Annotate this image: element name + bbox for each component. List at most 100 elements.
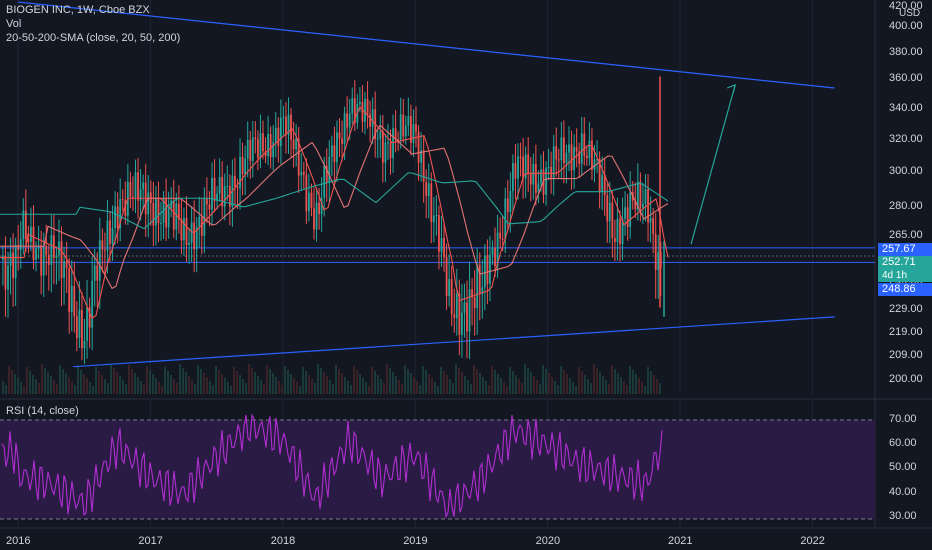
candle-body — [73, 286, 76, 317]
candle-body — [611, 202, 614, 239]
volume-bar — [137, 377, 139, 394]
volume-bar — [335, 365, 337, 394]
candle-body — [325, 165, 328, 183]
candle-body — [264, 151, 267, 157]
candle-body — [348, 113, 351, 128]
volume-bar — [620, 377, 622, 394]
candle-body — [4, 255, 7, 290]
candle-body — [160, 222, 162, 224]
volume-bar — [83, 374, 85, 394]
candle-body — [119, 199, 122, 229]
candle-body — [195, 226, 198, 250]
candle-body — [588, 140, 591, 159]
candle-body — [473, 297, 476, 309]
candle-body — [287, 114, 290, 135]
volume-bar — [587, 379, 589, 394]
candle-body — [364, 98, 366, 122]
volume-bar — [548, 373, 550, 394]
candle-body — [68, 268, 71, 313]
candle-body — [45, 245, 48, 255]
candle-body — [634, 200, 637, 210]
volume-bar — [443, 371, 445, 394]
candle-body — [142, 182, 145, 190]
candle-body — [63, 260, 65, 279]
candle-body — [83, 340, 86, 349]
candle-body — [228, 185, 231, 207]
volume-bar — [476, 369, 478, 394]
candle-body — [114, 206, 116, 229]
sma-legend: 20-50-200-SMA (close, 20, 50, 200) — [6, 32, 181, 44]
volume-bar — [266, 365, 268, 394]
candle-body — [216, 193, 218, 201]
volume-bar — [224, 378, 226, 394]
volume-bar — [119, 376, 121, 394]
volume-bar — [371, 367, 373, 394]
volume-bar — [161, 386, 163, 394]
volume-bar — [80, 370, 82, 394]
candle-body — [282, 116, 285, 118]
candle-body — [96, 265, 99, 281]
candle-body — [14, 245, 17, 279]
volume-bar — [560, 366, 562, 394]
volume-bar — [29, 371, 31, 394]
volume-bar — [542, 365, 544, 394]
candle-body — [466, 302, 468, 332]
candle-body — [435, 215, 438, 217]
volume-bar — [599, 372, 601, 394]
candle-body — [213, 177, 216, 201]
projection-arrow — [690, 84, 736, 245]
volume-bar — [329, 380, 331, 394]
candle-body — [369, 114, 371, 127]
price-tick-label: 300.00 — [889, 165, 923, 177]
volume-bar — [158, 382, 160, 394]
candle-body — [529, 173, 532, 185]
candle-body — [506, 198, 509, 212]
candle-body — [384, 142, 387, 163]
volume-bar — [221, 374, 223, 394]
candle-body — [647, 188, 649, 223]
volume-bar — [308, 375, 310, 394]
candle-body — [557, 159, 560, 161]
volume-bar — [59, 365, 61, 394]
volume-bar — [5, 385, 7, 394]
candle-body — [361, 101, 364, 122]
candle-body — [272, 142, 275, 158]
candle-body — [211, 177, 213, 210]
candle-body — [177, 203, 180, 220]
volume-bar — [593, 364, 595, 394]
candle-body — [596, 158, 598, 160]
candle-body — [583, 133, 586, 156]
volume-bar — [116, 372, 118, 394]
candle-body — [527, 154, 530, 174]
volume-bar — [275, 377, 277, 394]
volume-bar — [182, 368, 184, 394]
volume-bar — [167, 371, 169, 394]
volume-bar — [425, 370, 427, 394]
candle-body — [636, 181, 639, 210]
candle-body — [254, 137, 257, 140]
candle-body — [300, 171, 303, 176]
volume-bar — [632, 370, 634, 394]
rsi-legend: RSI (14, close) — [6, 405, 79, 417]
candle-body — [461, 312, 463, 335]
candle-body — [448, 279, 451, 297]
candle-body — [555, 146, 558, 160]
candle-body — [193, 222, 196, 250]
candle-body — [402, 114, 405, 137]
candle-body — [547, 166, 550, 168]
volume-bar — [326, 376, 328, 394]
candle-body — [501, 238, 504, 240]
volume-bar — [272, 373, 274, 394]
candle-body — [407, 115, 410, 126]
candle-body — [481, 287, 484, 295]
candle-body — [104, 249, 106, 251]
candle-body — [244, 158, 247, 175]
candle-body — [98, 240, 101, 281]
candle-body — [70, 286, 73, 313]
candle-body — [206, 198, 208, 205]
volume-bar — [404, 365, 406, 394]
volume-bar — [2, 381, 4, 394]
price-tick-label: 200.00 — [889, 373, 923, 385]
price-tick-label: 229.00 — [889, 303, 923, 315]
